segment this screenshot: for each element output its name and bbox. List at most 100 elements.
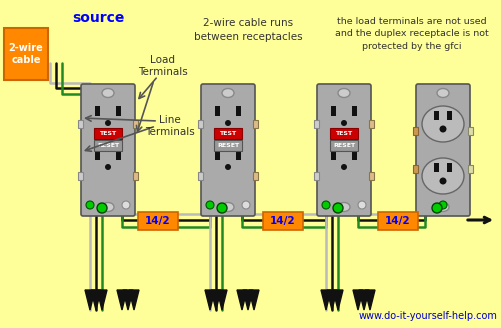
Circle shape — [122, 201, 130, 209]
Text: 14/2: 14/2 — [145, 216, 171, 226]
Bar — [330, 128, 358, 139]
Polygon shape — [365, 290, 375, 310]
Text: TEST: TEST — [336, 131, 353, 136]
Text: 14/2: 14/2 — [270, 216, 296, 226]
Polygon shape — [129, 290, 139, 310]
Ellipse shape — [338, 202, 350, 212]
Circle shape — [225, 164, 231, 170]
Bar — [413, 165, 418, 173]
Circle shape — [206, 201, 214, 209]
Bar — [198, 120, 203, 128]
Bar — [214, 128, 242, 139]
Bar — [314, 172, 319, 180]
Text: 2-wire cable runs
between receptacles: 2-wire cable runs between receptacles — [194, 18, 302, 42]
Bar — [4, 28, 48, 80]
Bar — [352, 106, 357, 116]
Ellipse shape — [222, 89, 234, 97]
Bar — [95, 150, 100, 160]
Bar — [413, 127, 418, 135]
Bar — [133, 120, 138, 128]
Bar — [330, 140, 358, 151]
Circle shape — [105, 120, 111, 126]
Text: Load
Terminals: Load Terminals — [138, 55, 188, 77]
Bar — [369, 172, 374, 180]
Ellipse shape — [422, 158, 464, 194]
Text: source: source — [72, 11, 124, 25]
Bar — [468, 165, 473, 173]
Bar — [133, 172, 138, 180]
Polygon shape — [353, 290, 363, 310]
Circle shape — [322, 201, 330, 209]
Circle shape — [242, 201, 250, 209]
Polygon shape — [91, 290, 101, 310]
Text: RESET: RESET — [217, 143, 239, 148]
Circle shape — [439, 126, 446, 133]
Bar — [447, 163, 452, 172]
Circle shape — [341, 164, 347, 170]
Bar — [215, 150, 220, 160]
Bar — [215, 106, 220, 116]
Bar — [95, 106, 100, 116]
Text: RESET: RESET — [333, 143, 355, 148]
FancyBboxPatch shape — [201, 84, 255, 216]
Bar — [369, 120, 374, 128]
Ellipse shape — [437, 89, 449, 97]
Bar — [138, 212, 178, 230]
Polygon shape — [237, 290, 247, 310]
Ellipse shape — [338, 89, 350, 97]
Bar — [236, 106, 241, 116]
Bar — [447, 111, 452, 120]
Bar — [94, 140, 122, 151]
Circle shape — [333, 203, 343, 213]
Text: TEST: TEST — [219, 131, 236, 136]
Polygon shape — [327, 290, 337, 310]
Polygon shape — [359, 290, 369, 310]
Bar — [352, 150, 357, 160]
Polygon shape — [97, 290, 107, 310]
Bar — [78, 172, 83, 180]
Circle shape — [86, 201, 94, 209]
Circle shape — [217, 203, 227, 213]
Bar — [236, 150, 241, 160]
Bar — [198, 172, 203, 180]
Bar — [378, 212, 418, 230]
Bar — [434, 163, 439, 172]
Bar — [331, 106, 336, 116]
Circle shape — [432, 203, 442, 213]
Bar — [214, 140, 242, 151]
Polygon shape — [333, 290, 343, 310]
Bar — [468, 127, 473, 135]
Circle shape — [358, 201, 366, 209]
Bar — [253, 172, 258, 180]
Text: 2-wire
cable: 2-wire cable — [9, 43, 44, 65]
Polygon shape — [205, 290, 215, 310]
FancyBboxPatch shape — [416, 84, 470, 216]
Bar — [434, 111, 439, 120]
Text: www.do-it-yourself-help.com: www.do-it-yourself-help.com — [358, 311, 497, 321]
Polygon shape — [243, 290, 253, 310]
Bar — [263, 212, 303, 230]
Bar — [116, 106, 121, 116]
Circle shape — [225, 120, 231, 126]
Polygon shape — [321, 290, 331, 310]
Ellipse shape — [222, 202, 234, 212]
Polygon shape — [123, 290, 133, 310]
Polygon shape — [249, 290, 259, 310]
Circle shape — [439, 201, 447, 209]
Text: TEST: TEST — [99, 131, 117, 136]
Polygon shape — [117, 290, 127, 310]
Bar — [78, 120, 83, 128]
Polygon shape — [85, 290, 95, 310]
Polygon shape — [211, 290, 221, 310]
Text: Line
Terminals: Line Terminals — [145, 115, 195, 137]
Bar — [314, 120, 319, 128]
FancyBboxPatch shape — [81, 84, 135, 216]
Bar — [253, 120, 258, 128]
Circle shape — [439, 177, 446, 184]
Bar — [116, 150, 121, 160]
Circle shape — [105, 164, 111, 170]
Circle shape — [97, 203, 107, 213]
Ellipse shape — [422, 106, 464, 142]
Ellipse shape — [102, 89, 114, 97]
Bar — [94, 128, 122, 139]
